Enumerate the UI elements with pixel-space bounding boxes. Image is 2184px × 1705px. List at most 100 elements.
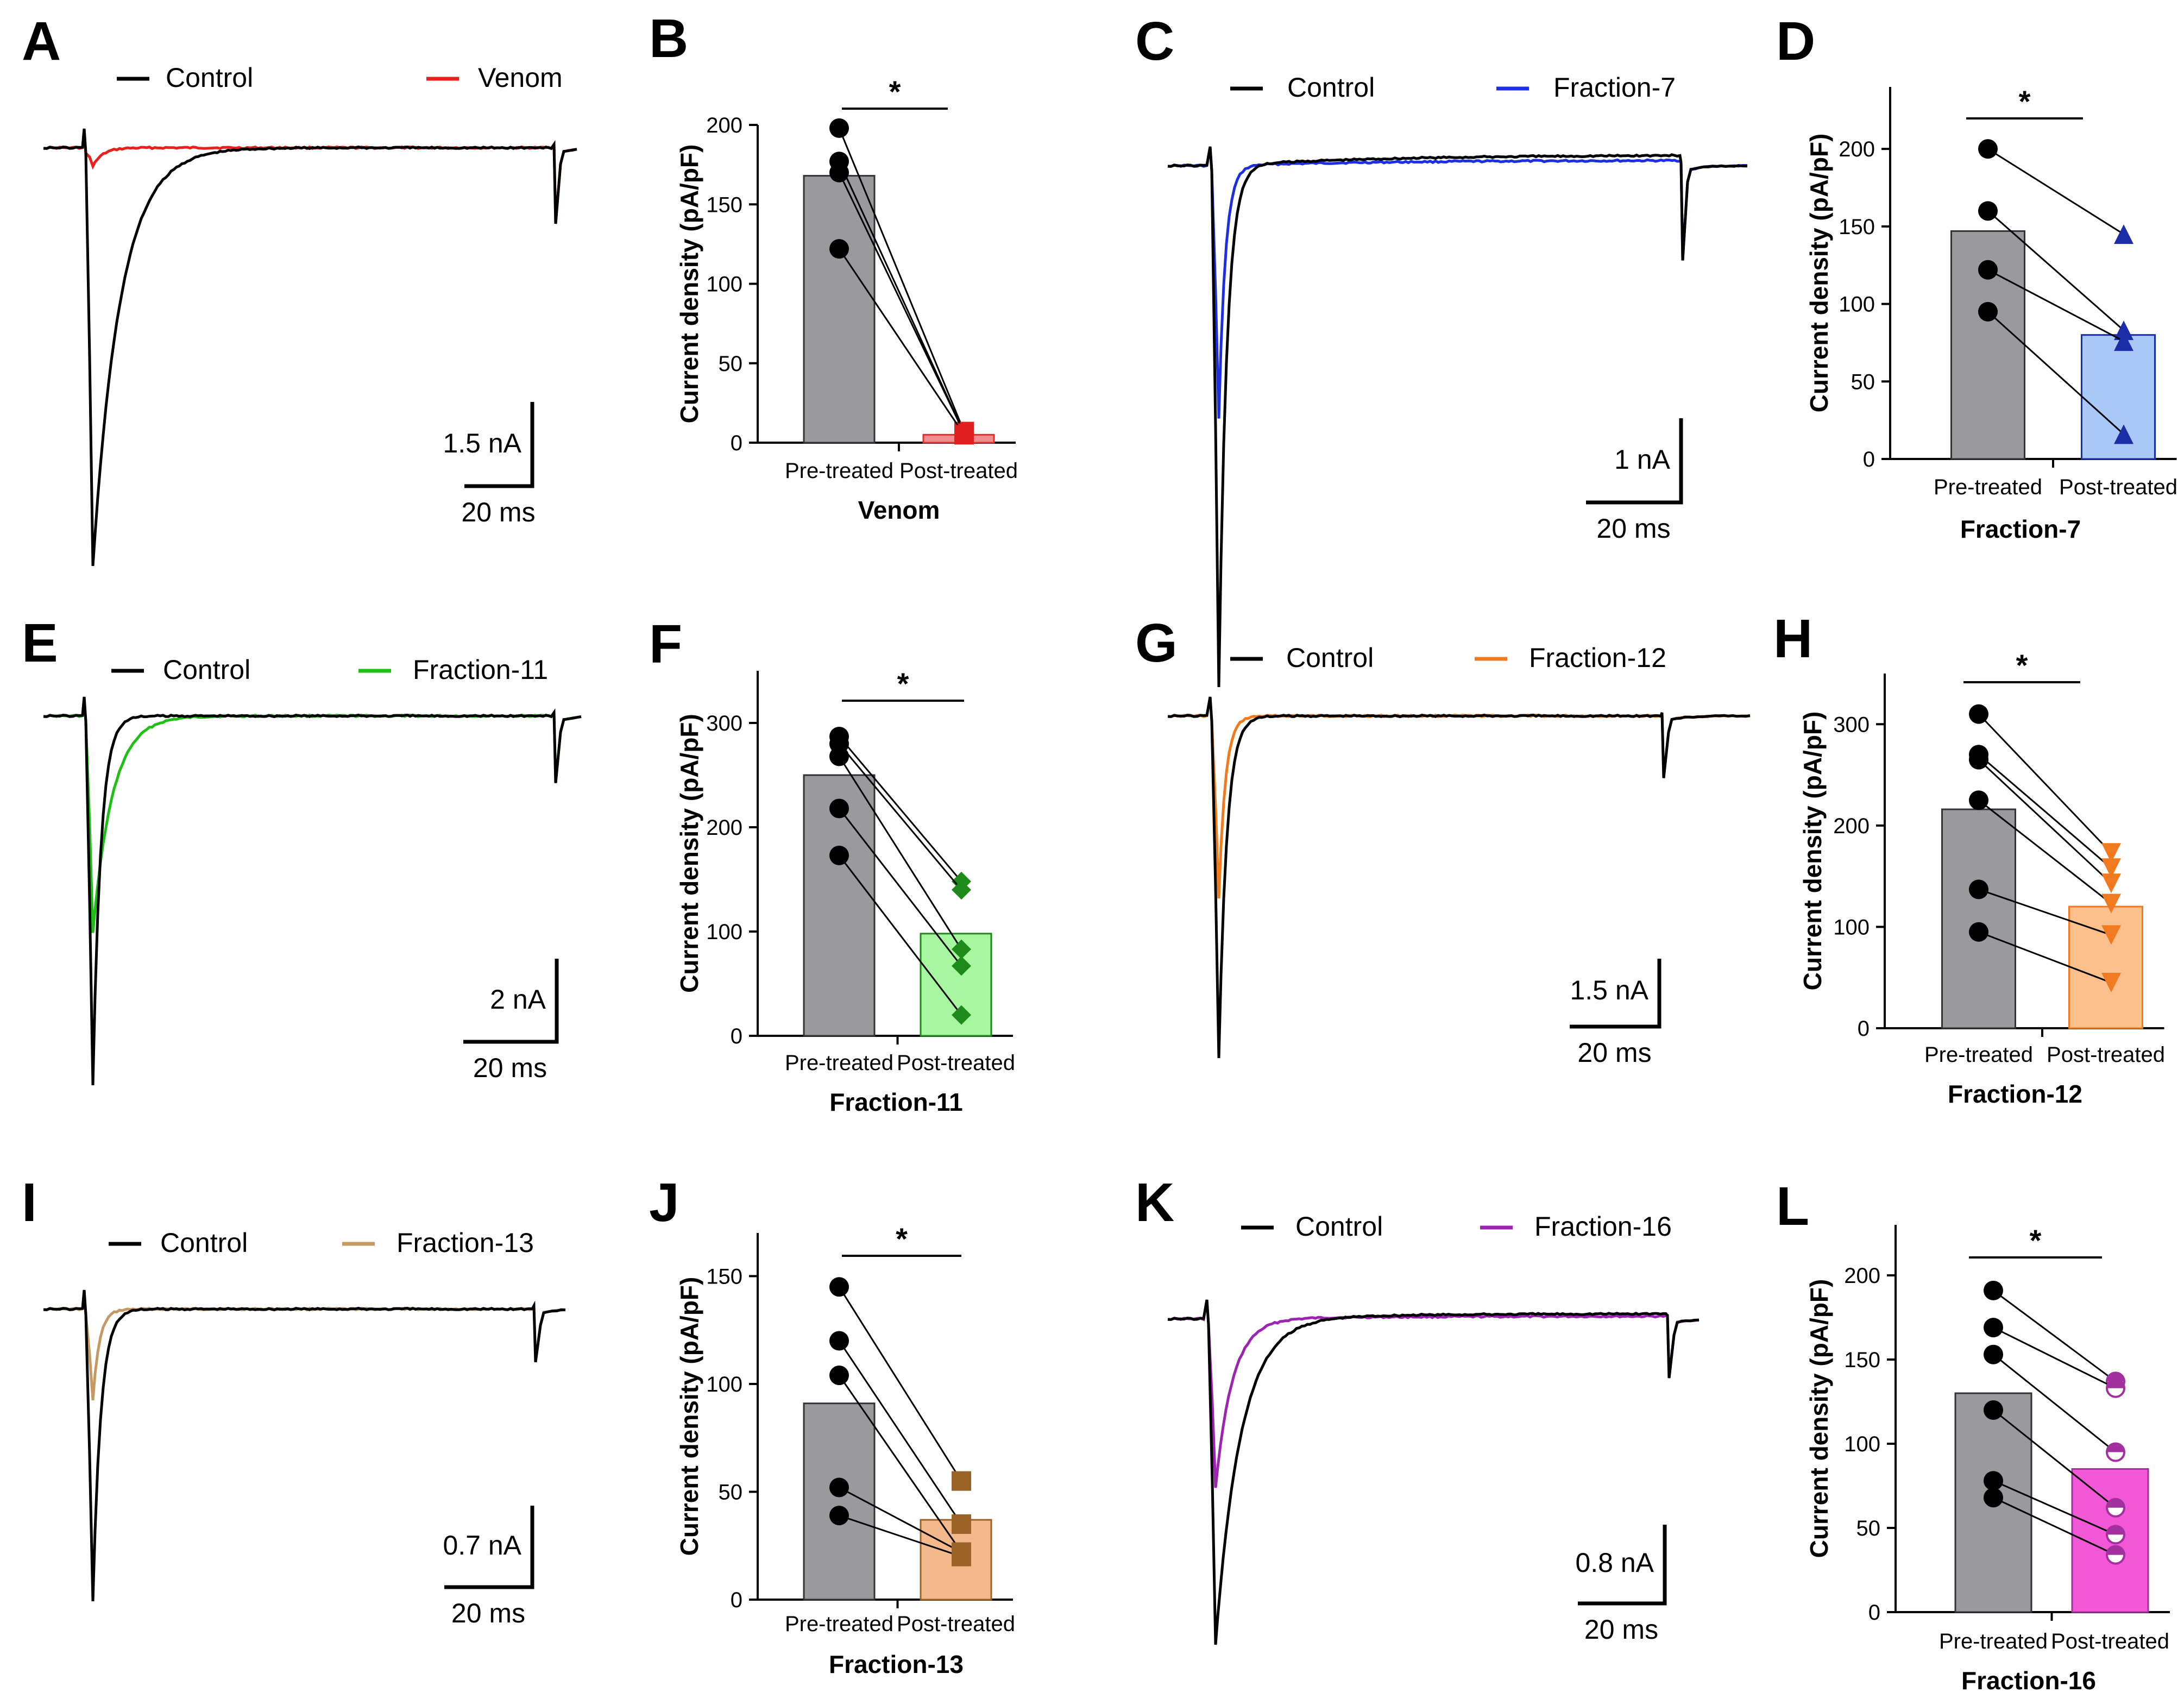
trace-fraction-16 (1167, 1299, 1700, 1488)
x-axis-title: Fraction-16 (1961, 1666, 2096, 1695)
x-category-label: Post-treated (2047, 1043, 2165, 1067)
scale-bar-x-label: 20 ms (1596, 513, 1670, 544)
x-axis-title: Fraction-11 (829, 1088, 962, 1116)
scale-bar-y-label: 2 nA (490, 984, 546, 1015)
pair-line (1978, 888, 2112, 936)
scale-bar (1586, 418, 1683, 505)
y-tick-label: 0 (1868, 1601, 1880, 1625)
x-axis-title: Venom (858, 496, 940, 524)
pair-line (838, 735, 962, 882)
post-point (2114, 424, 2133, 444)
x-category-label: Pre-treated (785, 1612, 893, 1636)
trace-panel-a: A Control Venom 1.5 nA 20 ms (22, 11, 577, 567)
panel-label-a: A (22, 11, 61, 72)
pair-line (839, 1487, 962, 1553)
y-axis-label: Current density (pA/pF) (1805, 1279, 1833, 1558)
pair-line (838, 1375, 962, 1553)
y-tick-label: 50 (719, 1480, 743, 1504)
pair-line (1978, 931, 2112, 984)
pre-point (829, 1366, 849, 1386)
pair-line (838, 128, 965, 432)
y-tick-label: 100 (1839, 293, 1875, 317)
pair-line (838, 743, 962, 891)
pair-line (1993, 1496, 2116, 1556)
panel-label-k: K (1135, 1172, 1174, 1233)
pair-line (838, 172, 965, 434)
pre-point (829, 845, 849, 865)
legend-label: Fraction-13 (396, 1228, 534, 1258)
y-tick-label: 50 (719, 352, 743, 376)
scale-bar-x-label: 20 ms (461, 497, 535, 527)
legend-label: Fraction-16 (1534, 1211, 1672, 1242)
pre-point (1969, 704, 1988, 724)
x-category-label: Post-treated (899, 459, 1018, 483)
trace-fraction-13 (43, 1289, 566, 1401)
scale-bar (463, 959, 559, 1044)
post-point-fill (2107, 1546, 2124, 1555)
scale-bar-y-label: 1.5 nA (1570, 975, 1648, 1005)
x-category-label: Post-treated (897, 1051, 1015, 1075)
pre-point (829, 118, 849, 138)
pre-point (829, 798, 849, 819)
post-point (954, 425, 974, 445)
y-tick-label: 150 (1844, 1348, 1880, 1372)
y-tick-label: 100 (706, 1373, 742, 1396)
legend-label: Control (1286, 643, 1374, 673)
trace-panel-e: E Control Fraction-11 2 nA 20 ms (22, 613, 582, 1086)
post-point (2101, 858, 2121, 878)
pair-line (1987, 311, 2125, 435)
y-tick-label: 200 (1844, 1264, 1880, 1288)
pair-line (1993, 1326, 2116, 1389)
scale-bar (1570, 959, 1661, 1029)
panel-label-h: H (1773, 608, 1812, 669)
pre-point (1984, 1488, 2003, 1508)
pre-point (829, 746, 849, 766)
trace-control (1167, 696, 1751, 1059)
panel-label-g: G (1135, 613, 1178, 674)
trace-control (43, 128, 577, 567)
x-category-label: Post-treated (897, 1612, 1015, 1636)
x-axis-title: Fraction-7 (1960, 515, 2081, 543)
post-point-fill (2107, 1379, 2124, 1388)
y-tick-label: 0 (1863, 448, 1875, 471)
pre-point (829, 239, 849, 259)
panel-label-e: E (22, 613, 58, 674)
scale-bar (444, 1506, 534, 1589)
scale-bar-y-label: 1.5 nA (443, 428, 521, 458)
pair-line (1993, 1289, 2116, 1382)
pair-line (838, 756, 962, 950)
post-point (952, 1514, 971, 1534)
post-point (952, 1471, 971, 1491)
trace-control (43, 1289, 566, 1602)
post-point (2101, 894, 2121, 914)
x-category-label: Pre-treated (1924, 1043, 2033, 1067)
pre-point (829, 1506, 849, 1526)
significance-star: * (897, 666, 909, 701)
y-tick-label: 100 (1844, 1432, 1880, 1456)
legend-label: Fraction-12 (1529, 643, 1666, 673)
pair-line (838, 808, 962, 967)
trace-control (43, 696, 582, 1086)
legend-label: Venom (478, 62, 563, 93)
panel-label-l: L (1776, 1176, 1809, 1237)
pair-line (1987, 148, 2124, 235)
y-tick-label: 200 (1839, 137, 1875, 161)
y-tick-label: 100 (1833, 915, 1870, 939)
bar-pre-treated (803, 774, 876, 1037)
y-axis-label: Current density (pA/pF) (675, 1277, 703, 1556)
significance-star: * (2030, 1223, 2042, 1257)
y-tick-label: 300 (706, 712, 742, 735)
y-tick-label: 0 (731, 431, 742, 455)
trace-panel-k: K Control Fraction-16 0.8 nA 20 ms (1135, 1172, 1700, 1645)
trace-panel-c: C Control Fraction-7 1 nA 20 ms (1135, 11, 1748, 688)
y-tick-label: 100 (706, 920, 742, 944)
post-point-fill (2107, 1373, 2124, 1382)
pre-point (1984, 1471, 2003, 1491)
y-axis-label: Current density (pA/pF) (675, 714, 703, 993)
panel-label-f: F (649, 614, 682, 675)
post-point-fill (2107, 1526, 2124, 1535)
pair-line (1993, 1480, 2116, 1536)
